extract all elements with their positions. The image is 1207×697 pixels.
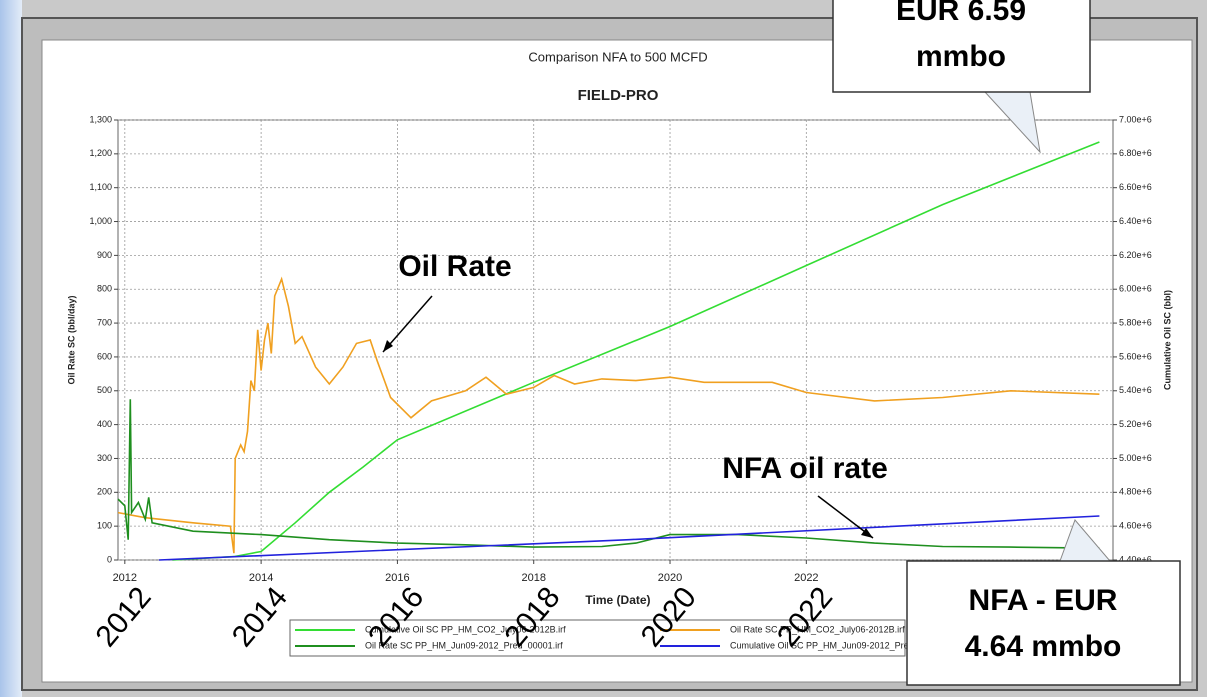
annotation: Oil Rate bbox=[398, 250, 511, 283]
legend bbox=[289, 619, 906, 657]
callout-text: 4.64 mmbo bbox=[965, 630, 1122, 663]
chart-subtitle: FIELD-PRO bbox=[578, 87, 659, 104]
legend-items: Cumulative Oil SC PP_HM_CO2_July06-2012B… bbox=[295, 624, 954, 650]
y2-tick-label: 6.40e+6 bbox=[1119, 216, 1152, 226]
x-tick-label: 2012 bbox=[113, 572, 137, 584]
y2-tick-label: 4.40e+6 bbox=[1119, 554, 1152, 564]
legend-label: Cumulative Oil SC PP_HM_Jun09-2012_Pred_… bbox=[730, 640, 954, 650]
callout-box bbox=[832, 0, 1091, 93]
y2-axis-label: Cumulative Oil SC (bbl) bbox=[1162, 290, 1172, 390]
annotation: NFA oil rate bbox=[722, 452, 888, 485]
arrow-head bbox=[861, 528, 873, 538]
y-tick-label: 300 bbox=[97, 453, 112, 463]
callout-text: NFA - EUR bbox=[969, 584, 1118, 617]
y-tick-label: 0 bbox=[107, 554, 112, 564]
x-tick-label: 2020 bbox=[658, 572, 682, 584]
y2-tick-label: 5.80e+6 bbox=[1119, 317, 1152, 327]
y-tick-label: 600 bbox=[97, 351, 112, 361]
callout-box bbox=[906, 560, 1181, 686]
x-tick-label: 2018 bbox=[521, 572, 545, 584]
x-tick-label: 2014 bbox=[249, 572, 273, 584]
legend-label: Oil Rate SC PP_HM_Jun09-2012_Pred_00001.… bbox=[365, 640, 563, 650]
series-line bbox=[158, 515, 1100, 561]
side-strip bbox=[0, 0, 22, 697]
y2-tick-label: 6.80e+6 bbox=[1119, 148, 1152, 158]
arrow-head bbox=[383, 340, 393, 352]
legend-label: Oil Rate SC PP_HM_CO2_July06-2012B.irf bbox=[730, 624, 905, 634]
legend-label: Cumulative Oil SC PP_HM_CO2_July06-2012B… bbox=[365, 624, 566, 634]
y2-tick-label: 4.60e+6 bbox=[1119, 521, 1152, 531]
plot-area: 0 100 200 300 400 500 600 700 800 900 1,000 1,100 1,… bbox=[89, 114, 1151, 584]
y2-tick-label: 6.20e+6 bbox=[1119, 250, 1152, 260]
y-tick-label: 800 bbox=[97, 284, 112, 294]
y-tick-label: 200 bbox=[97, 487, 112, 497]
series-line bbox=[117, 399, 1100, 549]
y2-tick-label: 5.20e+6 bbox=[1119, 419, 1152, 429]
y-tick-label: 400 bbox=[97, 419, 112, 429]
y-tick-label: 500 bbox=[97, 385, 112, 395]
y2-tick-label: 5.60e+6 bbox=[1119, 351, 1152, 361]
y-tick-label: 1,000 bbox=[89, 216, 112, 226]
y-tick-label: 100 bbox=[97, 521, 112, 531]
y2-tick-label: 4.80e+6 bbox=[1119, 487, 1152, 497]
y2-tick-label: 6.00e+6 bbox=[1119, 284, 1152, 294]
callout-text: EUR 6.59 bbox=[896, 0, 1026, 27]
chart-title: Comparison NFA to 500 MCFD bbox=[528, 49, 707, 64]
y2-tick-label: 7.00e+6 bbox=[1119, 114, 1152, 124]
annotation-arrow bbox=[382, 295, 433, 353]
y2-tick-label: 6.60e+6 bbox=[1119, 182, 1152, 192]
y2-tick-label: 5.40e+6 bbox=[1119, 385, 1152, 395]
x-axis-label: Time (Date) bbox=[585, 593, 650, 607]
y-tick-label: 1,200 bbox=[89, 148, 112, 158]
x-tick-label: 2016 bbox=[385, 572, 409, 584]
y-axis-label: Oil Rate SC (bbl/day) bbox=[66, 295, 76, 384]
y-tick-label: 1,100 bbox=[89, 182, 112, 192]
y2-tick-label: 5.00e+6 bbox=[1119, 453, 1152, 463]
x-tick-label: 2022 bbox=[794, 572, 818, 584]
y-tick-label: 700 bbox=[97, 317, 112, 327]
series-line bbox=[117, 276, 1100, 554]
y-tick-label: 1,300 bbox=[89, 114, 112, 124]
annotation-arrow bbox=[817, 495, 874, 539]
y-tick-label: 900 bbox=[97, 250, 112, 260]
callout-text: mmbo bbox=[916, 40, 1006, 73]
series-line bbox=[172, 141, 1100, 561]
